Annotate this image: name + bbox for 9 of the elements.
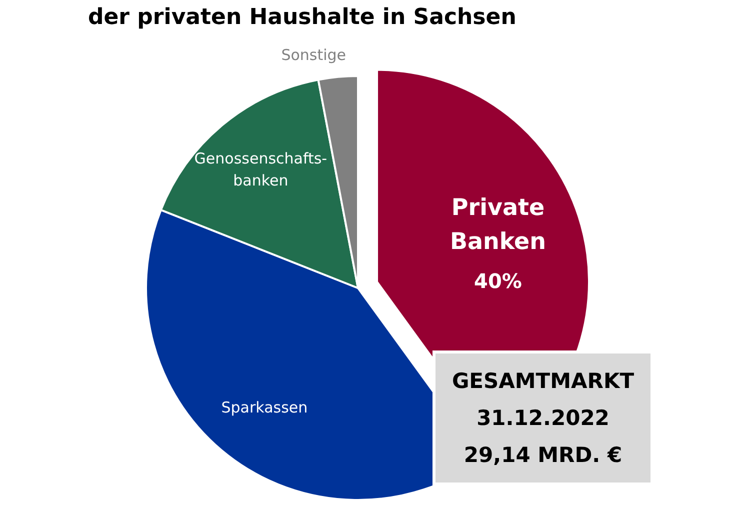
- slice-label: Sonstige: [281, 46, 346, 64]
- slice-label: Genossenschafts- banken: [194, 149, 328, 190]
- data-label: 40%: [474, 268, 522, 293]
- chart-title: der privaten Haushalte in Sachsen: [88, 5, 516, 30]
- slice-label: Private Banken: [450, 194, 546, 255]
- text: GESAMTMARKT: [452, 369, 635, 393]
- slice-label: Sparkassen: [221, 398, 308, 417]
- text: 31.12.2022: [476, 406, 610, 430]
- text: 29,14 MRD. €: [464, 443, 622, 467]
